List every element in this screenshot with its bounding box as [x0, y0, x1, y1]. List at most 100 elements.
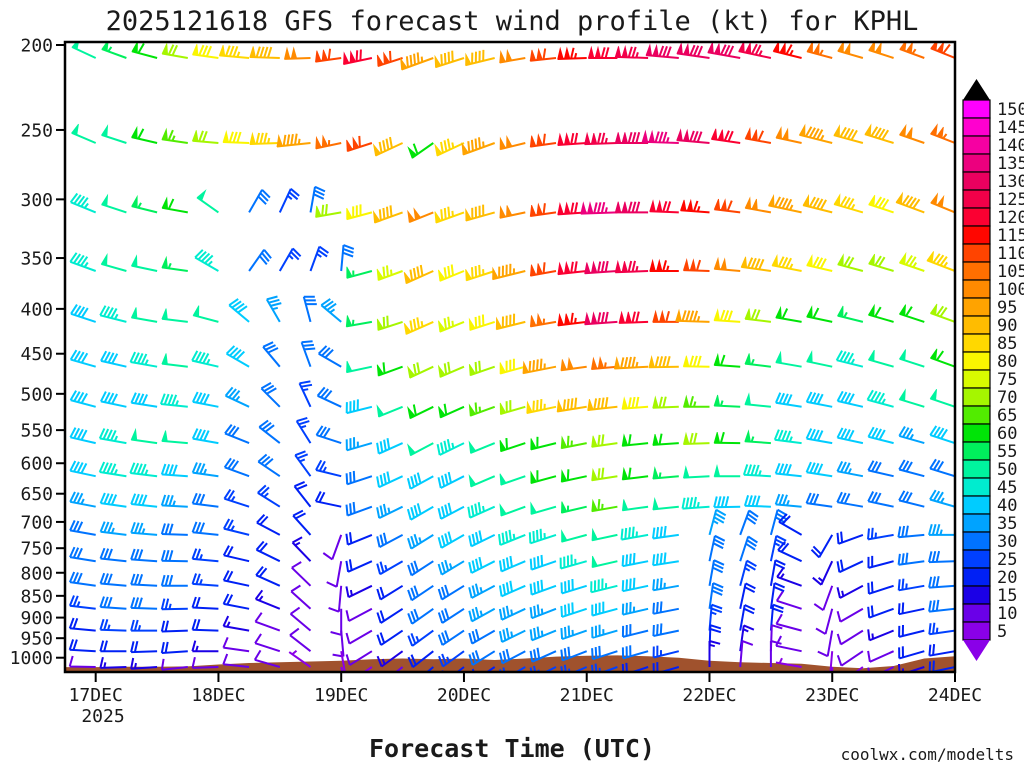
wind-barb: [437, 584, 465, 601]
wind-barb: [256, 514, 281, 536]
wind-barb-pennant: [744, 196, 758, 211]
wind-barb: [529, 626, 557, 642]
colorbar-step-label: 50: [997, 460, 1017, 480]
wind-barb: [714, 309, 741, 323]
colorbar-step-label: 115: [997, 226, 1024, 246]
wind-barb: [377, 265, 403, 281]
wind-barb-pennant: [833, 193, 841, 207]
wind-barb-pennant: [161, 255, 168, 269]
colorbar-step-label: 35: [997, 514, 1017, 534]
wind-barb: [194, 249, 219, 272]
colorbar-step-label: 105: [997, 262, 1024, 282]
wind-barb: [68, 595, 96, 610]
wind-barb: [867, 666, 895, 671]
wind-barb: [191, 428, 219, 445]
wind-barb: [529, 647, 557, 663]
wind-barb: [437, 559, 465, 576]
wind-barb: [326, 561, 343, 588]
wind-barb: [191, 640, 219, 653]
colorbar-step-label: 75: [997, 370, 1017, 390]
wind-barb: [584, 132, 618, 146]
wind-barb: [815, 608, 834, 635]
wind-barb-pennant: [618, 310, 632, 324]
wind-barb: [401, 52, 434, 71]
wind-barb: [276, 133, 311, 148]
wind-barb-pennant: [713, 394, 721, 407]
wind-barb: [817, 630, 834, 658]
wind-barb: [810, 534, 834, 559]
wind-barb-pennant: [837, 43, 851, 55]
wind-barb-pennant: [641, 129, 655, 143]
wind-barb: [926, 253, 954, 272]
wind-barb: [130, 573, 158, 587]
pressure-tick-label: 450: [20, 344, 53, 365]
wind-barb: [254, 633, 281, 653]
wind-barb: [468, 530, 496, 548]
wind-barb: [855, 666, 864, 671]
wind-barb: [652, 645, 680, 659]
wind-barb: [467, 502, 496, 519]
wind-barb: [320, 298, 342, 323]
pressure-tick-label: 800: [20, 563, 53, 584]
wind-barb: [99, 596, 127, 610]
wind-barb: [769, 534, 787, 562]
wind-barb: [69, 349, 96, 368]
wind-barb: [99, 305, 127, 323]
wind-barb: [867, 581, 894, 595]
wind-barb: [621, 624, 649, 638]
wind-barb-pennant: [868, 253, 875, 266]
colorbar-arrow-up: [963, 79, 990, 100]
wind-barb-pennant: [798, 123, 806, 137]
wind-barb-pennant: [614, 45, 628, 58]
wind-barb: [776, 567, 802, 587]
pressure-tick-label: 750: [20, 539, 53, 560]
wind-barb-pennant: [438, 269, 446, 282]
wind-barb-pennant: [649, 199, 663, 213]
wind-barb: [278, 188, 300, 213]
wind-barb-pennant: [495, 316, 503, 330]
colorbar-step: [962, 513, 991, 533]
wind-barb: [291, 536, 312, 562]
colorbar-step-label: 95: [997, 298, 1017, 318]
wind-barb: [708, 508, 727, 536]
colorbar-step: [962, 171, 991, 191]
wind-barb: [898, 459, 925, 478]
wind-barb-pennant: [315, 49, 329, 63]
wind-barb-pennant: [161, 196, 169, 210]
wind-barb: [468, 556, 496, 574]
colorbar-step: [962, 315, 991, 335]
wind-barb-pennant: [161, 127, 168, 141]
colorbar-step-label: 150: [997, 100, 1024, 120]
wind-barb-pennant: [468, 363, 476, 376]
wind-barb-pennant: [864, 123, 872, 137]
pressure-tick-label: 500: [20, 384, 53, 405]
wind-barb: [529, 604, 557, 620]
wind-barb: [70, 304, 97, 323]
colorbar-step: [962, 387, 991, 407]
wind-barb: [407, 650, 434, 668]
wind-barb: [290, 584, 312, 610]
wind-barb-pennant: [131, 194, 138, 208]
wind-barb-pennant: [744, 353, 751, 365]
wind-barb-pennant: [438, 406, 446, 418]
wind-barb: [265, 295, 282, 323]
wind-barb: [68, 571, 96, 587]
wind-barb-pennant: [468, 403, 477, 417]
wind-barb: [69, 491, 96, 508]
wind-barb-pennant: [899, 123, 913, 140]
wind-barb: [775, 591, 802, 610]
wind-barb: [345, 532, 373, 546]
wind-barb: [867, 650, 895, 663]
wind-barb: [223, 518, 250, 536]
wind-barb-pennant: [560, 435, 568, 449]
wind-barb: [99, 547, 127, 563]
wind-barb-pennant: [218, 44, 226, 57]
colorbar-step: [962, 279, 991, 299]
wind-barb: [465, 49, 495, 67]
wind-barb: [652, 577, 679, 592]
wind-barb: [129, 462, 158, 478]
wind-barb-pennant: [652, 395, 659, 409]
wind-barb: [191, 656, 219, 669]
wind-barb-pennant: [161, 308, 168, 320]
wind-barb: [775, 657, 802, 668]
